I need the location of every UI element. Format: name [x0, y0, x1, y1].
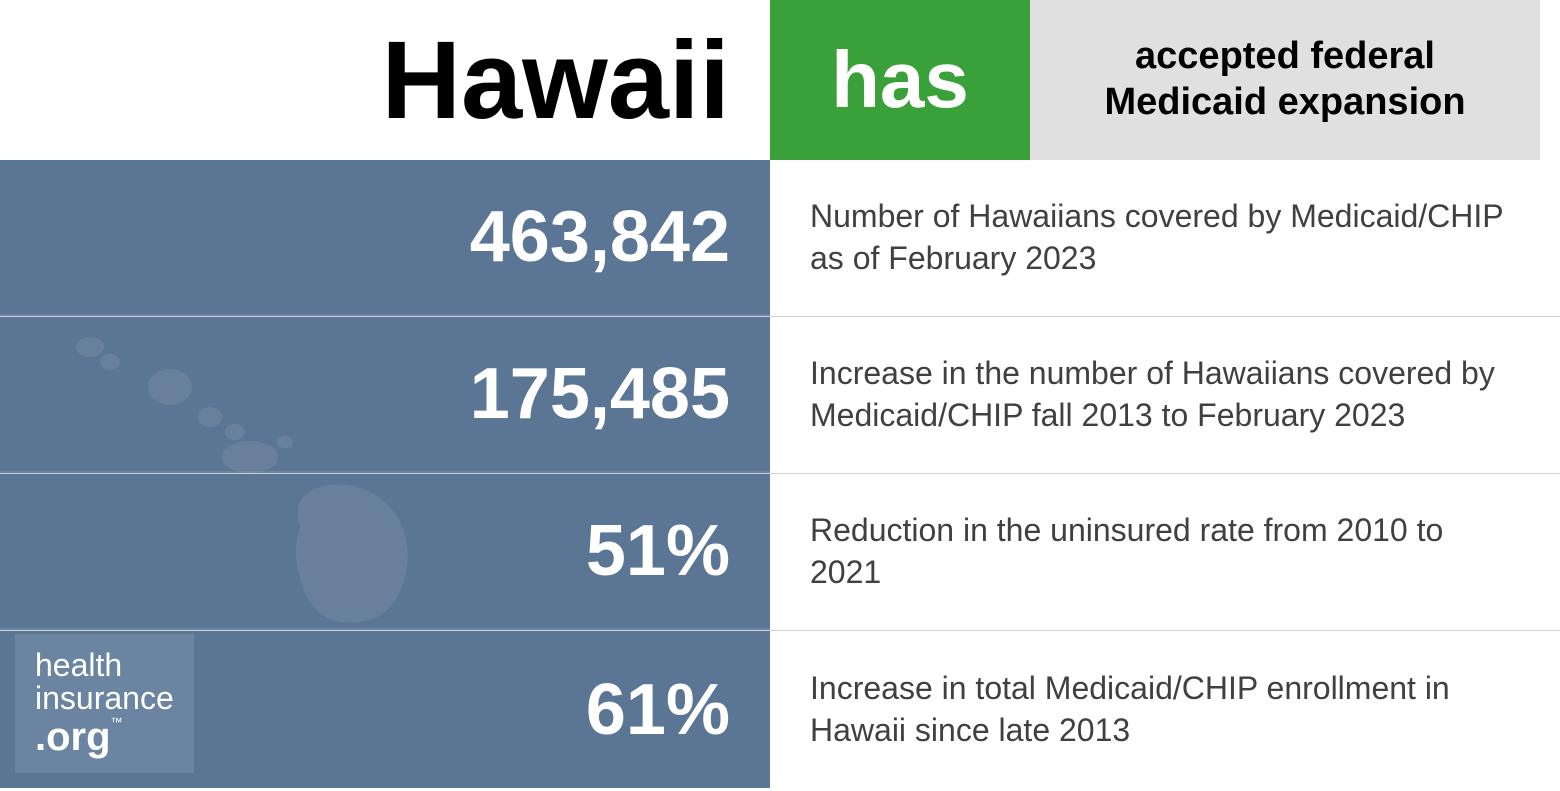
desc-cell: Increase in the number of Hawaiians cove… [770, 317, 1560, 473]
desc-cell: Increase in total Medicaid/CHIP enrollme… [770, 631, 1560, 788]
stat-value: 463,842 [470, 196, 730, 278]
logo-line1: health [35, 647, 122, 683]
data-row: 175,485 Increase in the number of Hawaii… [0, 317, 1560, 474]
stat-description: Number of Hawaiians covered by Medicaid/… [810, 196, 1520, 279]
desc-cell: Number of Hawaiians covered by Medicaid/… [770, 160, 1560, 316]
logo-text: health insurance .org™ [35, 649, 174, 758]
desc-cell: Reduction in the uninsured rate from 201… [770, 474, 1560, 630]
has-label: has [831, 34, 969, 126]
state-cell: Hawaii [0, 0, 770, 160]
accepted-cell: accepted federal Medicaid expansion [1030, 0, 1540, 160]
status-badge: has [770, 0, 1030, 160]
stat-description: Increase in total Medicaid/CHIP enrollme… [810, 668, 1520, 751]
stat-value: 175,485 [470, 353, 730, 435]
logo-tm: ™ [111, 715, 123, 729]
accepted-text: accepted federal Medicaid expansion [1060, 34, 1510, 125]
header-row: Hawaii has accepted federal Medicaid exp… [0, 0, 1560, 160]
hawaii-map-icon [50, 247, 450, 647]
logo-line2: insurance [35, 680, 174, 716]
data-section: 463,842 Number of Hawaiians covered by M… [0, 160, 1560, 791]
stat-value: 51% [586, 510, 730, 592]
data-row: health insurance .org™ 61% Increase in t… [0, 631, 1560, 788]
value-cell: health insurance .org™ 61% [0, 631, 770, 788]
state-name: Hawaii [382, 17, 730, 144]
stat-value: 61% [586, 669, 730, 751]
stat-description: Increase in the number of Hawaiians cove… [810, 353, 1520, 436]
stat-description: Reduction in the uninsured rate from 201… [810, 510, 1520, 593]
infographic-container: Hawaii has accepted federal Medicaid exp… [0, 0, 1560, 791]
logo-line3: .org [35, 715, 111, 759]
value-cell: 175,485 [0, 317, 770, 473]
logo: health insurance .org™ [15, 634, 194, 773]
